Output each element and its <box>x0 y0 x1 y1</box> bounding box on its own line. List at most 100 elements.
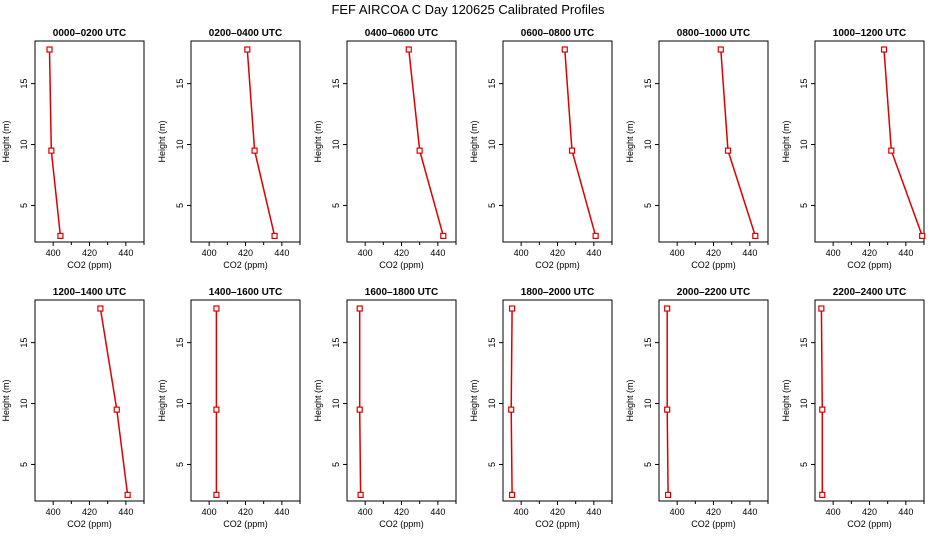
chart-panel: 0400–0600 UTC 400 420 440 5 10 15 CO2 (ppm) Heig… <box>313 28 457 270</box>
chart-panel: 1800–2000 UTC 400 420 440 5 10 15 CO2 (ppm) Heig… <box>469 287 613 529</box>
panel-title: 0800–1000 UTC <box>677 28 750 39</box>
y-tick-label: 5 <box>487 462 497 467</box>
y-axis-label: Height (m) <box>157 120 167 162</box>
panel-title: 1400–1600 UTC <box>209 287 282 298</box>
y-tick-label: 5 <box>799 462 809 467</box>
y-tick-label: 10 <box>487 399 497 409</box>
data-point <box>819 406 826 413</box>
profile-line <box>99 308 129 495</box>
x-tick-label: 400 <box>358 507 373 517</box>
chart-panel: 2000–2200 UTC 400 420 440 5 10 15 CO2 (ppm) Heig… <box>625 287 769 529</box>
plot-frame <box>346 40 457 243</box>
x-axis-label: CO2 (ppm) <box>379 260 424 270</box>
y-tick-label: 15 <box>799 338 809 348</box>
data-point <box>561 46 568 53</box>
data-point <box>244 46 251 53</box>
data-point <box>357 491 364 499</box>
x-tick-label: 400 <box>826 248 841 258</box>
y-tick-label: 10 <box>175 399 185 409</box>
profile-line <box>48 49 62 236</box>
plot-frame <box>658 299 769 502</box>
plot-frame <box>814 299 925 502</box>
y-tick-label: 15 <box>19 79 29 89</box>
data-point <box>213 491 220 499</box>
data-point <box>508 305 516 312</box>
data-point <box>213 305 220 312</box>
y-tick-label: 15 <box>331 338 341 348</box>
x-tick-label: 440 <box>586 507 601 517</box>
profile-line <box>666 308 669 495</box>
figure-title: FEF AIRCOA C Day 120625 Calibrated Profi… <box>331 2 605 17</box>
data-point <box>124 491 131 499</box>
x-tick-label: 440 <box>430 248 445 258</box>
y-tick-label: 15 <box>331 79 341 89</box>
y-tick-label: 10 <box>331 140 341 150</box>
panel-title: 0400–0600 UTC <box>365 28 438 39</box>
x-tick-label: 400 <box>202 507 217 517</box>
y-tick-label: 15 <box>643 338 653 348</box>
panels-grid: 0000–0200 UTC 400 420 440 5 10 15 CO2 (ppm) Heig… <box>1 28 926 529</box>
y-tick-label: 5 <box>643 203 653 208</box>
x-tick-label: 420 <box>706 507 721 517</box>
x-tick-label: 420 <box>706 248 721 258</box>
data-point <box>251 147 258 154</box>
data-point <box>271 232 278 240</box>
data-point <box>405 46 412 53</box>
y-tick-label: 15 <box>487 79 497 89</box>
panel-title: 1800–2000 UTC <box>521 287 594 298</box>
data-point <box>508 406 515 413</box>
x-tick-label: 400 <box>514 507 529 517</box>
x-axis-label: CO2 (ppm) <box>223 260 268 270</box>
data-point <box>57 232 64 240</box>
panel-title: 1600–1800 UTC <box>365 287 438 298</box>
data-point <box>819 491 826 499</box>
chart-panel: 0600–0800 UTC 400 420 440 5 10 15 CO2 (ppm) Heig… <box>469 28 613 270</box>
y-tick-label: 15 <box>175 79 185 89</box>
x-tick-label: 400 <box>46 248 61 258</box>
data-point <box>919 232 926 240</box>
x-tick-label: 400 <box>514 248 529 258</box>
y-axis-label: Height (m) <box>781 120 791 162</box>
data-point <box>48 147 55 154</box>
y-axis-label: Height (m) <box>781 379 791 421</box>
x-tick-label: 400 <box>202 248 217 258</box>
panel-title: 0200–0400 UTC <box>209 28 282 39</box>
data-point <box>440 232 447 240</box>
panel-title: 2200–2400 UTC <box>833 287 906 298</box>
x-tick-label: 400 <box>670 248 685 258</box>
x-axis-label: CO2 (ppm) <box>67 260 112 270</box>
panel-title: 1000–1200 UTC <box>833 28 906 39</box>
profile-line <box>564 49 597 237</box>
x-axis-label: CO2 (ppm) <box>535 519 580 529</box>
y-tick-label: 10 <box>19 140 29 150</box>
data-point <box>213 406 220 413</box>
profile-line <box>820 308 824 495</box>
x-axis-label: CO2 (ppm) <box>535 260 580 270</box>
data-point <box>356 406 363 413</box>
data-point <box>664 491 672 499</box>
x-tick-label: 400 <box>826 507 841 517</box>
chart-panel: 2200–2400 UTC 400 420 440 5 10 15 CO2 (ppm) Heig… <box>781 287 925 529</box>
y-axis-label: Height (m) <box>625 379 635 421</box>
y-axis-label: Height (m) <box>469 379 479 421</box>
x-tick-label: 420 <box>394 248 409 258</box>
profile-line <box>408 49 445 237</box>
x-tick-label: 440 <box>274 507 289 517</box>
x-tick-label: 420 <box>394 507 409 517</box>
data-point <box>416 147 423 154</box>
x-tick-label: 440 <box>742 248 757 258</box>
data-point <box>880 46 888 53</box>
chart-panel: 1000–1200 UTC 400 420 440 5 10 15 CO2 (ppm) Heig… <box>781 28 926 270</box>
y-axis-label: Height (m) <box>469 120 479 162</box>
panel-title: 2000–2200 UTC <box>677 287 750 298</box>
x-tick-label: 420 <box>862 507 877 517</box>
y-axis-label: Height (m) <box>1 379 11 421</box>
x-tick-label: 440 <box>742 507 757 517</box>
data-point <box>818 305 825 312</box>
data-point <box>113 406 120 413</box>
x-tick-label: 420 <box>862 248 877 258</box>
y-tick-label: 15 <box>643 79 653 89</box>
panel-title: 0000–0200 UTC <box>53 28 126 39</box>
plot-frame <box>346 299 457 502</box>
